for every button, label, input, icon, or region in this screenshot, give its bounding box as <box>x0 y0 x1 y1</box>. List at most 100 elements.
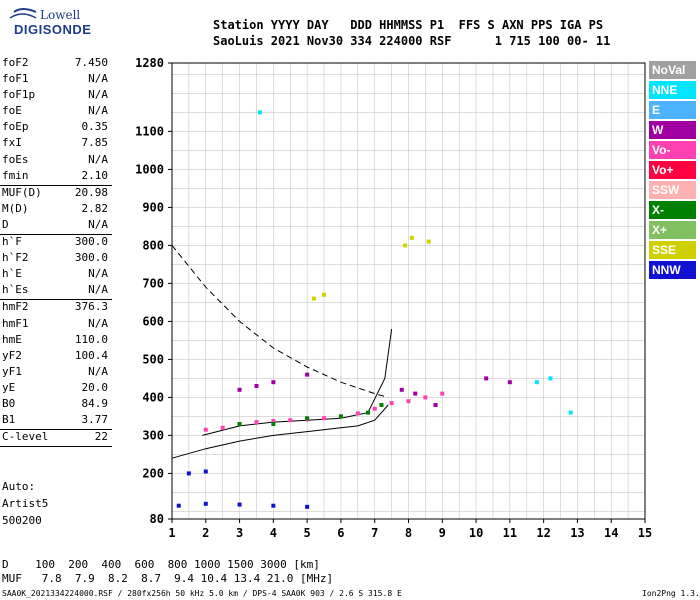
param-name: MUF(D) <box>2 185 42 199</box>
echo-point <box>403 243 408 248</box>
param-name: C-level <box>2 430 49 444</box>
param-value: 300.0 <box>74 251 108 265</box>
legend-item: X+ <box>649 221 696 239</box>
param-value: 84.9 <box>81 396 109 410</box>
footer-info: SAA0K_2021334224000.RSF / 280fx256h 50 k… <box>2 589 402 598</box>
param-row: hmF2 376.3 <box>0 300 112 316</box>
param-name: h`E <box>2 267 22 281</box>
param-value: 2.10 <box>81 168 109 182</box>
x-tick-label: 10 <box>469 526 483 540</box>
echo-point <box>288 418 293 423</box>
param-name: h`Es <box>2 283 29 297</box>
param-name: hmE <box>2 332 22 346</box>
param-name: hmF2 <box>2 300 29 314</box>
param-row: D N/A <box>0 217 112 236</box>
echo-point <box>237 422 242 426</box>
echo-point <box>203 501 208 506</box>
echo-point <box>389 401 394 406</box>
echo-point <box>237 387 242 392</box>
echo-point <box>305 416 310 421</box>
parameter-table: foF2 7.450 foF1 N/A foF1p N/A foE N/A foEp 0.35 fx… <box>0 56 112 448</box>
param-name: hmF1 <box>2 316 29 330</box>
echo-point <box>271 418 276 423</box>
param-row: yE 20.0 <box>0 381 112 397</box>
y-tick-label: 300 <box>142 428 164 442</box>
param-name: h`F <box>2 235 22 249</box>
echo-point <box>271 380 276 385</box>
y-tick-label: 1280 <box>135 56 164 70</box>
x-tick-label: 13 <box>570 526 584 540</box>
distance-row: D 100 200 400 600 800 1000 1500 3000 [km… <box>2 558 320 571</box>
param-name: foEp <box>2 120 29 134</box>
param-value: 7.85 <box>81 136 109 150</box>
param-name: fmin <box>2 168 29 182</box>
param-row: hmF1 N/A <box>0 317 112 333</box>
param-row: foF1p N/A <box>0 88 112 104</box>
logo-mark-icon <box>9 8 37 19</box>
legend-item: Vo+ <box>649 161 696 179</box>
echo-point <box>271 503 276 508</box>
param-name: fxI <box>2 136 22 150</box>
legend-item: SSE <box>649 241 696 259</box>
header-line-2: SaoLuis 2021 Nov30 334 224000 RSF 1 715 … <box>213 34 611 48</box>
echo-point <box>176 503 181 508</box>
param-row: foEp 0.35 <box>0 120 112 136</box>
param-row: h`F 300.0 <box>0 235 112 251</box>
param-value: 2.82 <box>81 201 109 215</box>
param-row: foEs N/A <box>0 153 112 169</box>
param-name: M(D) <box>2 201 29 215</box>
param-value: N/A <box>88 267 108 281</box>
echo-point <box>254 420 259 425</box>
param-row: B1 3.77 <box>0 413 112 431</box>
y-tick-label: 800 <box>142 238 164 252</box>
legend-item: NoVal <box>649 61 696 79</box>
x-tick-label: 3 <box>236 526 243 540</box>
echo-point <box>338 414 343 419</box>
param-row: MUF(D) 20.98 <box>0 186 112 202</box>
echo-point <box>548 376 553 381</box>
param-name: foF2 <box>2 56 29 69</box>
echo-point <box>433 403 438 407</box>
legend-item: NNW <box>649 261 696 279</box>
y-tick-label: 400 <box>142 390 164 404</box>
legend-item: Vo- <box>649 141 696 159</box>
param-row: fmin 2.10 <box>0 169 112 186</box>
param-value: 376.3 <box>74 300 108 314</box>
echo-point <box>440 391 445 396</box>
legend-item: X- <box>649 201 696 219</box>
param-name: yF1 <box>2 364 22 378</box>
auto-version: 500200 <box>2 514 42 527</box>
param-name: B1 <box>2 413 16 427</box>
param-row: h`F2 300.0 <box>0 251 112 267</box>
param-name: foF1 <box>2 72 29 86</box>
auto-label: Auto: <box>2 480 36 493</box>
param-value: 0.35 <box>81 120 109 134</box>
param-name: foEs <box>2 152 29 166</box>
y-tick-label: 500 <box>142 352 164 366</box>
legend-item: NNE <box>649 81 696 99</box>
y-tick-label: 200 <box>142 466 164 480</box>
legend-item: SSW <box>649 181 696 199</box>
echo-point <box>237 502 242 507</box>
x-tick-label: 8 <box>405 526 412 540</box>
trace-line <box>202 328 393 436</box>
y-tick-label: 1100 <box>135 124 164 138</box>
echo-point <box>203 469 208 474</box>
x-tick-label: 2 <box>202 526 209 540</box>
echo-point <box>365 410 370 415</box>
echo-point <box>322 416 327 421</box>
param-value: N/A <box>88 104 108 118</box>
y-tick-label: 1000 <box>135 162 164 176</box>
echo-point <box>534 380 539 385</box>
param-value: N/A <box>88 217 108 231</box>
x-tick-label: 1 <box>168 526 175 540</box>
param-row: yF1 N/A <box>0 365 112 381</box>
y-tick-label: 80 <box>150 512 164 526</box>
param-row: hmE 110.0 <box>0 333 112 349</box>
echo-point <box>203 427 208 432</box>
y-tick-label: 900 <box>142 200 164 214</box>
param-value: 100.4 <box>74 348 108 362</box>
echo-point <box>186 471 191 476</box>
param-name: B0 <box>2 396 16 410</box>
param-value: 110.0 <box>74 332 108 346</box>
